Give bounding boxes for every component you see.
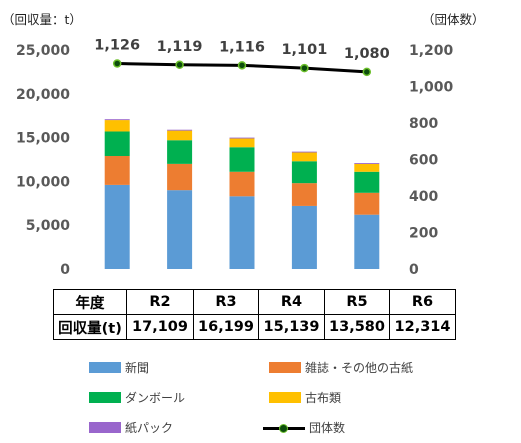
bar-segment [167, 163, 193, 191]
table-cell: 15,139 [258, 314, 325, 340]
bar-segment [291, 161, 317, 184]
table-header-cell: R2 [126, 289, 194, 315]
table-cell: 16,199 [193, 314, 259, 340]
bar-segment [354, 163, 380, 172]
bar-segment [354, 163, 380, 164]
line-point [300, 63, 309, 73]
bar-segment [291, 205, 317, 269]
legend-line-swatch [263, 423, 305, 433]
table-header-cell: R4 [258, 289, 325, 315]
bar-segment [167, 129, 193, 131]
bar-segment [354, 192, 380, 215]
table-header-cell: R5 [324, 289, 390, 315]
legend-swatch [89, 392, 121, 403]
legend-label: 古布類 [305, 391, 342, 405]
chart: （回収量：t） （団体数） 0 5,000 10,000 15,000 20,000 25… [2, 12, 485, 278]
legend-label: 団体数 [309, 421, 346, 435]
bar-segment [104, 184, 130, 269]
legend-swatch [269, 392, 301, 403]
bar-segment [167, 130, 193, 141]
bar-segment [354, 214, 380, 269]
table-cell: 13,580 [324, 314, 390, 340]
left-tick-label: 25,000 [16, 43, 70, 59]
legend-item-cardboard: ダンボール [89, 389, 185, 406]
right-tick-label: 0 [409, 262, 419, 278]
table-header-cell: R6 [389, 289, 456, 315]
bar-segment [229, 147, 255, 172]
right-tick-label: 1,000 [409, 80, 454, 96]
table-data-row: 回収量(t) 17,109 16,199 15,139 13,580 12,31… [53, 314, 456, 340]
bar-segment [104, 131, 130, 156]
bar-segment [291, 152, 317, 162]
data-label: 1,119 [157, 39, 203, 55]
left-tick-label: 20,000 [16, 87, 70, 103]
legend-label: ダンボール [125, 391, 186, 405]
right-tick-label: 1,200 [409, 43, 454, 59]
data-label: 1,116 [219, 39, 265, 55]
data-label: 1,101 [281, 42, 327, 58]
line-point [112, 59, 122, 68]
table-cell: 12,314 [389, 314, 456, 340]
table-header-cell: R3 [193, 289, 259, 315]
bar-segment [229, 196, 255, 269]
legend-item-paper-packs: 紙パック [89, 419, 173, 436]
bar-segment [291, 183, 317, 206]
bar-segment [291, 151, 317, 153]
right-axis-title: （団体数） [422, 12, 485, 27]
data-label: 1,080 [344, 46, 390, 62]
left-axis-title: （回収量：t） [2, 12, 82, 27]
bar-segment [229, 138, 255, 148]
line-point [175, 60, 184, 70]
right-tick-label: 600 [409, 153, 438, 169]
table-header-cell: 年度 [53, 289, 127, 315]
left-tick-label: 5,000 [26, 218, 71, 234]
bar-segment [229, 137, 255, 139]
legend-swatch [89, 362, 121, 373]
bar-segment [104, 120, 130, 132]
right-tick-label: 800 [409, 116, 438, 132]
line-point [237, 61, 247, 70]
legend-item-groups: 団体数 [263, 419, 345, 436]
bar-segment [104, 119, 130, 121]
left-tick-label: 0 [60, 262, 70, 278]
legend-item-newspaper: 新聞 [89, 359, 149, 376]
legend-swatch [89, 422, 121, 433]
right-tick-label: 400 [409, 189, 438, 205]
legend-item-magazines: 雑誌・その他の古紙 [269, 359, 413, 376]
bar-segment [229, 171, 255, 197]
bar-segment [354, 171, 380, 193]
right-tick-label: 200 [409, 226, 438, 242]
table-header-row: 年度 R2 R3 R4 R5 R6 [53, 289, 456, 315]
legend-swatch [269, 362, 301, 373]
left-tick-label: 15,000 [16, 131, 70, 147]
line-point [362, 67, 372, 77]
table-cell: 17,109 [126, 314, 194, 340]
data-label: 1,126 [94, 38, 140, 54]
left-tick-label: 10,000 [16, 174, 70, 190]
legend-label: 紙パック [125, 421, 174, 435]
bar-segment [167, 190, 193, 269]
legend-item-old-clothes: 古布類 [269, 389, 341, 406]
data-table: 年度 R2 R3 R4 R5 R6 回収量(t) 17,109 16,199 1… [53, 289, 456, 340]
bar-segment [104, 155, 130, 185]
table-row-label: 回収量(t) [53, 314, 127, 340]
legend-label: 新聞 [125, 361, 150, 375]
bar-segment [167, 140, 193, 164]
legend-label: 雑誌・その他の古紙 [305, 361, 414, 375]
